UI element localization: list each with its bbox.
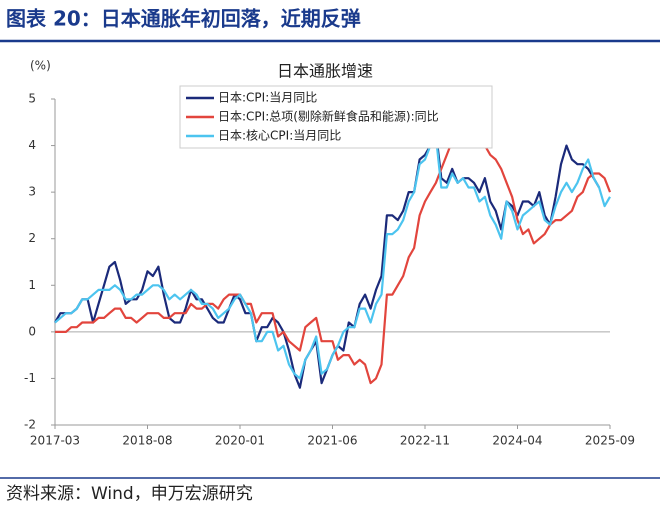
y-tick-label: -1	[24, 371, 36, 385]
y-unit: (%)	[30, 59, 51, 73]
legend-label: 日本:CPI:当月同比	[218, 91, 317, 105]
x-tick-label: 2018-08	[122, 434, 172, 448]
y-tick-label: 2	[28, 231, 36, 245]
series-line	[54, 135, 611, 380]
source: 资料来源：Wind，申万宏源研究	[6, 484, 253, 504]
y-tick-label: 1	[28, 278, 36, 292]
x-tick-label: 2017-03	[30, 434, 80, 448]
series-line	[55, 130, 612, 385]
legend-label: 日本:CPI:总项(剔除新鲜食品和能源):同比	[218, 109, 439, 124]
x-tick-label: 2024-04	[492, 434, 542, 448]
y-tick-label: 5	[28, 92, 36, 106]
y-tick-label: -2	[24, 418, 36, 432]
y-tick-label: 0	[28, 324, 36, 338]
legend-box	[179, 85, 493, 149]
series-line	[54, 130, 601, 389]
x-tick-label: 2021-06	[307, 434, 357, 448]
legend-label: 日本:核心CPI:当月同比	[218, 129, 341, 143]
heading: 图表 20：日本通胀年初回落，近期反弹	[6, 7, 361, 31]
x-tick-label: 2022-11	[400, 434, 450, 448]
x-tick-label: 2020-01	[215, 434, 265, 448]
x-tick-label: 2025-09	[585, 434, 635, 448]
y-tick-label: 3	[28, 185, 36, 199]
y-tick-label: 4	[28, 138, 36, 152]
chart-title: 日本通胀增速	[277, 62, 373, 81]
